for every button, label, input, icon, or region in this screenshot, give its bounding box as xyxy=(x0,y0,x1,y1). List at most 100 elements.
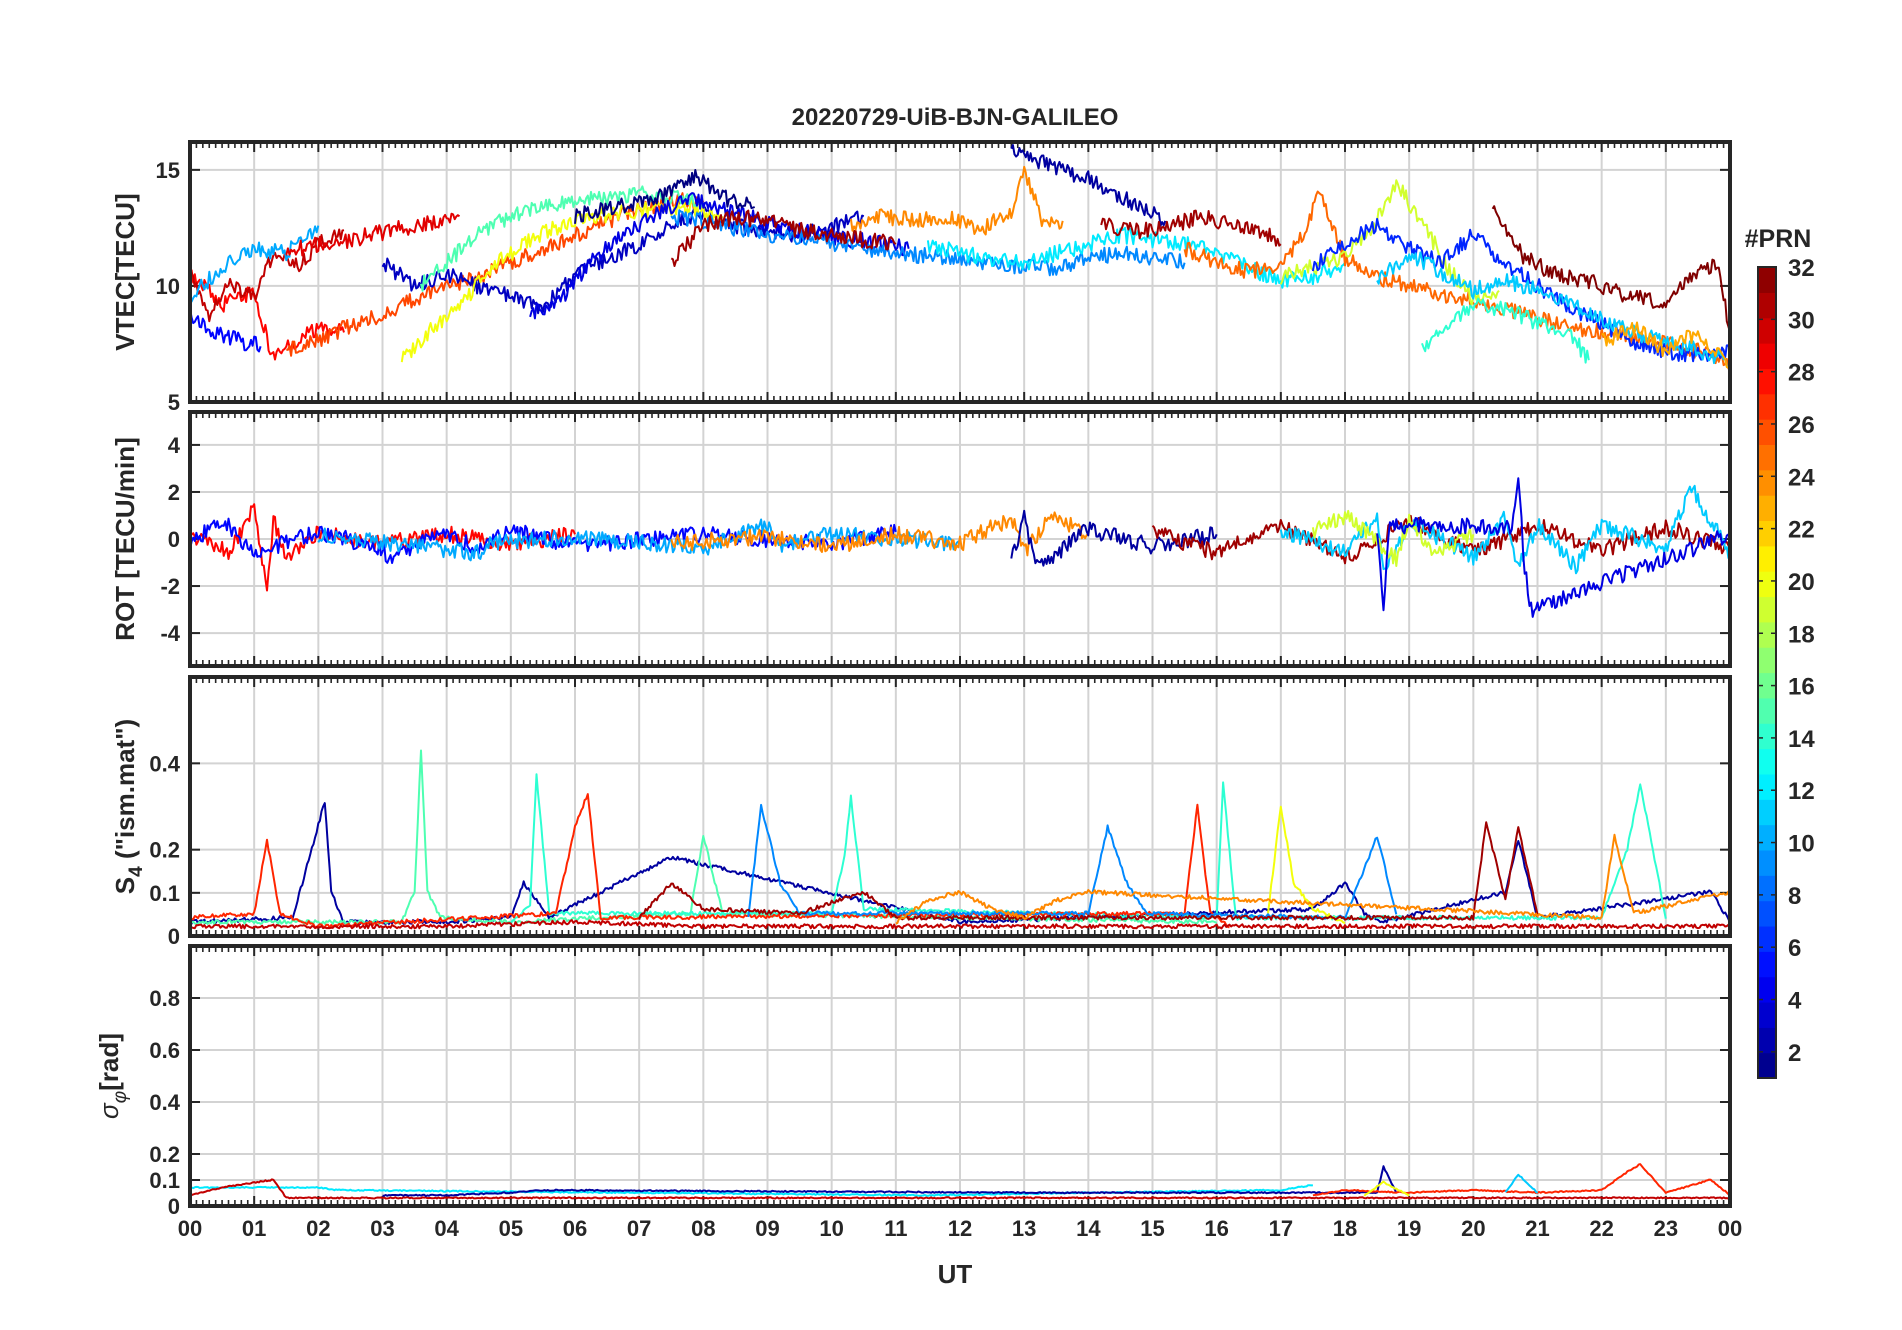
colorbar-title: #PRN xyxy=(1745,225,1812,253)
colorbar-tick-label: 10 xyxy=(1788,831,1815,858)
colorbar-tick-label: 2 xyxy=(1788,1040,1801,1067)
colorbar-level xyxy=(1758,419,1776,446)
colorbar-level xyxy=(1758,292,1776,319)
y-tick-label: 2 xyxy=(168,480,180,505)
series-group xyxy=(190,749,1730,930)
colorbar-level xyxy=(1758,317,1776,344)
series-line-prn-20 xyxy=(1363,1180,1410,1197)
panel-sigma_phi: 00.10.2 0.4 0.6 0.8 σφ[rad] 00 01 02 03 04 05 06 07 0… xyxy=(94,944,1742,1241)
y-tick-label: 0.2 xyxy=(149,838,180,863)
series-line-prn-24 xyxy=(895,833,1730,925)
series-line-prn-27 xyxy=(1312,1163,1730,1197)
axes-frame xyxy=(188,675,1732,938)
axes-frame xyxy=(188,944,1732,1208)
colorbar-tick-label: 14 xyxy=(1788,726,1815,753)
series-line-prn-15 xyxy=(420,185,705,292)
x-tick-label: 05 xyxy=(499,1216,523,1241)
series-line-prn-31 xyxy=(638,821,1539,921)
series-line-prn-23 xyxy=(1601,321,1730,371)
y-tick-label: 0 xyxy=(168,527,180,552)
colorbar-tick-label: 26 xyxy=(1788,412,1815,439)
colorbar-frame xyxy=(1757,266,1777,1079)
series-line-prn-19 xyxy=(1311,509,1475,567)
series-line-prn-28 xyxy=(190,269,345,361)
y-tick-label: 0.1 xyxy=(149,1168,180,1193)
y-tick-label: 10 xyxy=(156,274,180,299)
y-axis-label: VTEC[TECU] xyxy=(110,193,140,350)
x-tick-label: 06 xyxy=(563,1216,587,1241)
colorbar-level xyxy=(1758,343,1776,369)
x-tick-label: 15 xyxy=(1140,1216,1164,1241)
series-line-prn-25 xyxy=(1183,190,1730,370)
series-line-prn-30 xyxy=(190,1178,1730,1200)
colorbar-level xyxy=(1758,697,1776,724)
colorbar-tick-label: 30 xyxy=(1788,307,1815,334)
series-line-prn-6 xyxy=(1311,217,1730,363)
y-tick-label: 0.8 xyxy=(149,986,180,1011)
series-line-prn-4 xyxy=(1376,477,1730,618)
colorbar-level xyxy=(1758,773,1776,800)
series-line-prn-4 xyxy=(529,192,910,320)
series-line-prn-11 xyxy=(1504,1173,1539,1194)
y-tick-label: 0.6 xyxy=(149,1038,180,1063)
series-group xyxy=(190,144,1730,371)
y-tick-label: 0.1 xyxy=(149,881,180,906)
series-line-prn-2 xyxy=(382,1165,1398,1197)
colorbar-level xyxy=(1758,824,1776,851)
series-line-prn-2 xyxy=(190,802,1730,925)
series-line-prn-14 xyxy=(1421,297,1590,364)
series-line-prn-10 xyxy=(190,225,320,303)
colorbar-level xyxy=(1758,672,1776,699)
series-line-prn-5 xyxy=(190,308,262,353)
x-tick-label: 12 xyxy=(948,1216,972,1241)
panel-s4: 0 0.1 0.2 0.4S4 ("ism.mat") xyxy=(110,675,1732,949)
y-axis-label: σφ[rad] xyxy=(94,1033,131,1119)
series-line-prn-3 xyxy=(381,206,865,315)
series-line-prn-12 xyxy=(926,226,1346,289)
x-tick-label: 13 xyxy=(1012,1216,1036,1241)
axes-frame xyxy=(188,140,1732,404)
colorbar-level xyxy=(1758,571,1776,598)
colorbar-level xyxy=(1758,520,1776,547)
x-tick-label: 17 xyxy=(1269,1216,1293,1241)
colorbar-level xyxy=(1758,444,1776,471)
series-line-prn-1 xyxy=(574,169,756,224)
colorbar-level xyxy=(1758,267,1776,293)
y-tick-label: 0 xyxy=(168,924,180,949)
colorbar-level xyxy=(1758,469,1776,496)
y-tick-label: 4 xyxy=(168,433,181,458)
y-axis-label: ROT [TECU/min] xyxy=(110,437,140,641)
colorbar-level xyxy=(1758,596,1776,623)
series-line-prn-26 xyxy=(286,192,705,357)
colorbar-level xyxy=(1758,951,1776,978)
series-line-prn-10 xyxy=(317,518,961,562)
x-tick-label: 16 xyxy=(1204,1216,1228,1241)
series-line-prn-30 xyxy=(190,228,345,323)
colorbar-tick-label: 16 xyxy=(1788,674,1815,701)
x-tick-label: 03 xyxy=(370,1216,394,1241)
colorbar-level xyxy=(1758,900,1776,927)
x-tick-label: 07 xyxy=(627,1216,651,1241)
y-tick-label: 0 xyxy=(168,1194,180,1219)
x-tick-label: 08 xyxy=(691,1216,715,1241)
x-tick-label: 18 xyxy=(1333,1216,1357,1241)
x-tick-label: 10 xyxy=(819,1216,843,1241)
colorbar-level xyxy=(1758,976,1776,1003)
series-line-prn-32 xyxy=(1491,205,1730,333)
colorbar-tick-label: 32 xyxy=(1788,255,1815,282)
colorbar-tick-label: 18 xyxy=(1788,621,1815,648)
colorbar-level xyxy=(1758,925,1776,952)
colorbar-tick-label: 4 xyxy=(1788,988,1802,1015)
colorbar-tick-label: 20 xyxy=(1788,569,1815,596)
x-tick-label: 19 xyxy=(1397,1216,1421,1241)
series-line-prn-31 xyxy=(1100,209,1282,247)
colorbar-level xyxy=(1758,368,1776,395)
colorbar-tick-label: 12 xyxy=(1788,778,1815,805)
x-tick-label: 09 xyxy=(755,1216,779,1241)
colorbar-level xyxy=(1758,647,1776,674)
x-tick-label: 21 xyxy=(1525,1216,1549,1241)
y-tick-label: 15 xyxy=(156,158,180,183)
colorbar-level xyxy=(1758,621,1776,648)
x-tick-label: 00 xyxy=(178,1216,202,1241)
